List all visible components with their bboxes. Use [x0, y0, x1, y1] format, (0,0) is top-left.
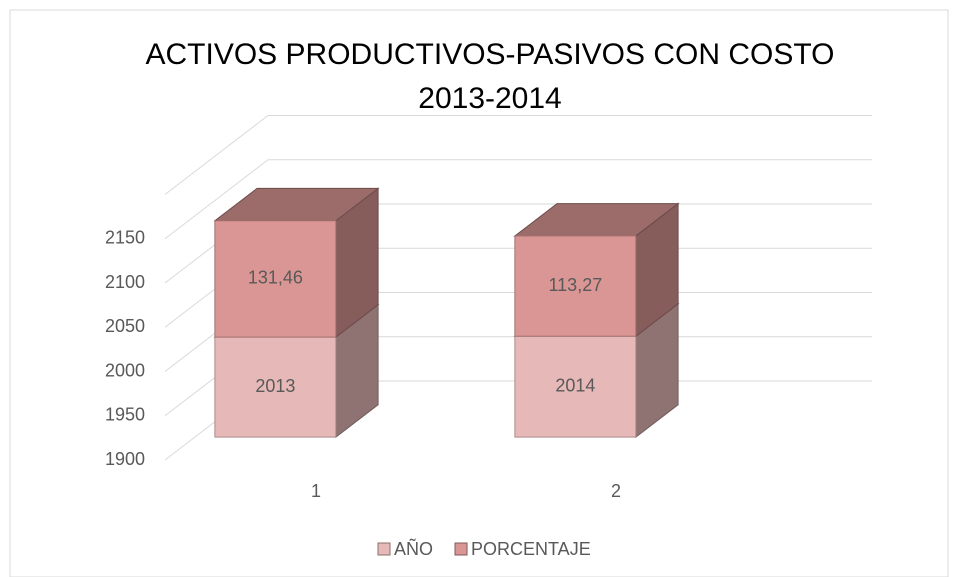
- data-label: 2014: [555, 375, 595, 395]
- title-line: 2013-2014: [418, 82, 561, 115]
- chart-frame: [9, 9, 949, 577]
- data-label: 2013: [255, 376, 295, 396]
- legend-swatch: [377, 542, 391, 556]
- y-tick-label: 2050: [105, 316, 145, 336]
- y-tick-label: 1950: [105, 405, 145, 425]
- legend-label: AÑO: [394, 538, 433, 559]
- chart-title: ACTIVOS PRODUCTIVOS-PASIVOS CON COSTO 201…: [146, 38, 835, 115]
- y-tick-label: 2150: [105, 228, 145, 248]
- title-line: ACTIVOS PRODUCTIVOS-PASIVOS CON COSTO: [146, 38, 835, 71]
- bar: [514, 235, 637, 337]
- bar: [214, 220, 337, 338]
- grid-line: [164, 115, 872, 195]
- legend-swatch: [454, 542, 468, 556]
- y-tick-label: 1900: [105, 449, 145, 469]
- bar: [514, 335, 637, 438]
- legend-label: PORCENTAJE: [471, 539, 591, 559]
- data-label: 113,27: [549, 275, 603, 295]
- y-tick-label: 2100: [105, 272, 145, 292]
- y-tick-label: 2000: [105, 360, 145, 380]
- x-tick-label: 2: [611, 481, 621, 501]
- grid-line: [164, 159, 872, 240]
- data-label: 131,46: [248, 268, 303, 288]
- x-tick-label: 1: [311, 481, 321, 501]
